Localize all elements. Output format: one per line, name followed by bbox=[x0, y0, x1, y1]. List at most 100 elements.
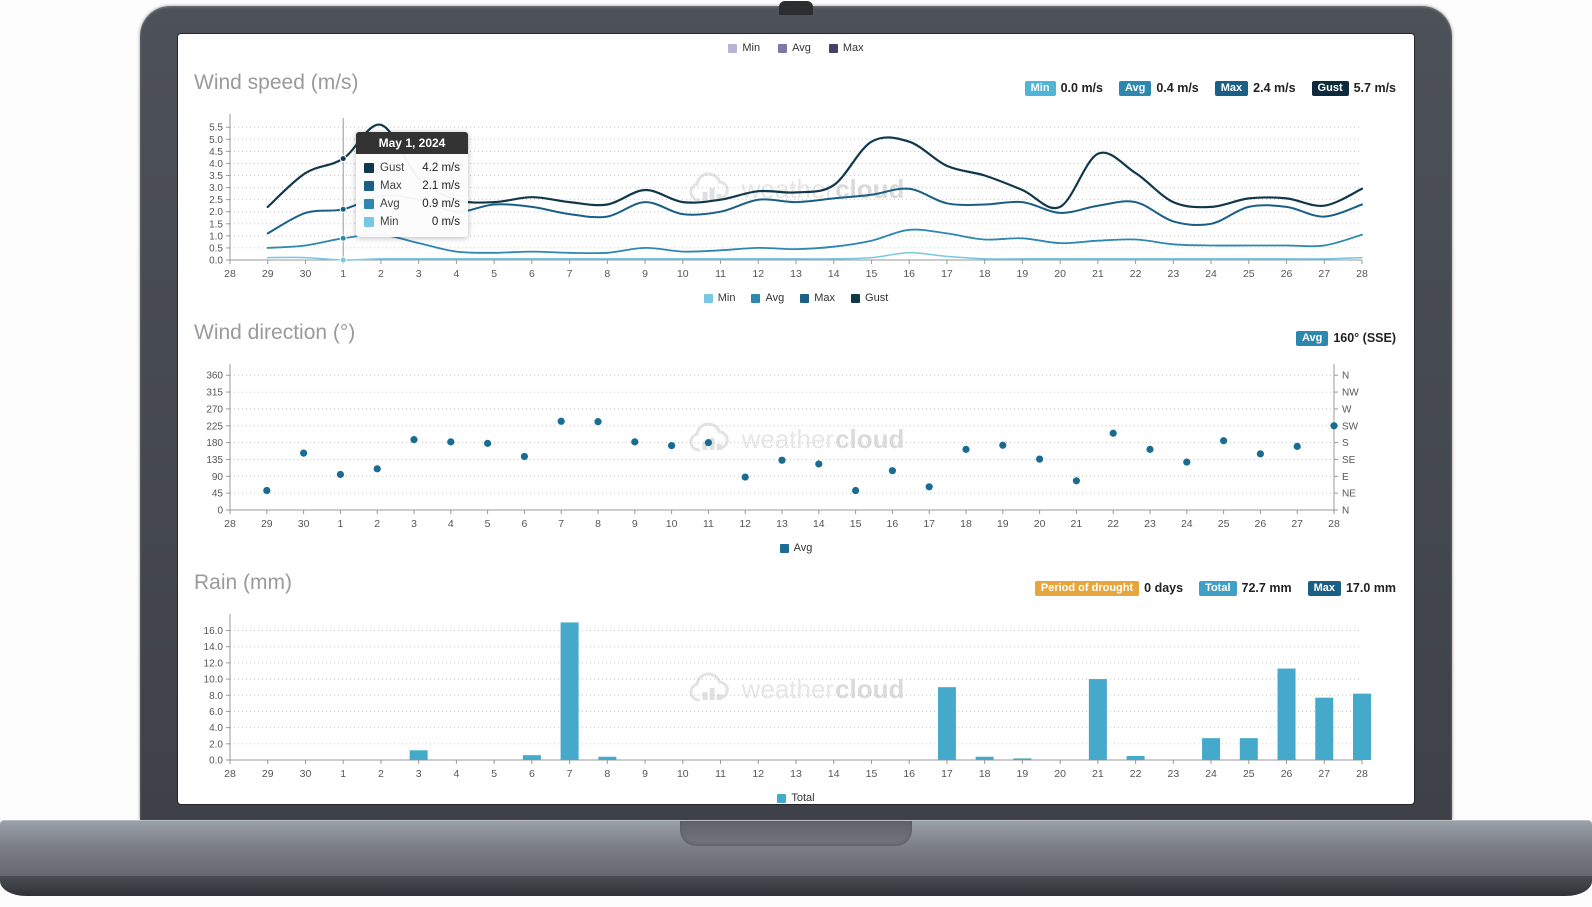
svg-text:21: 21 bbox=[1092, 768, 1104, 780]
cloud-logo-icon bbox=[689, 672, 729, 702]
rain-chart[interactable]: weather cloud 0.0 2.0 4.0 6.0 8.0 10.0 12.0 14.0 1… bbox=[194, 608, 1398, 788]
legend-label: Min bbox=[717, 292, 736, 304]
weathercloud-watermark: weather cloud bbox=[688, 421, 904, 457]
svg-text:NW: NW bbox=[1342, 388, 1359, 399]
svg-text:1: 1 bbox=[337, 518, 343, 530]
svg-text:S: S bbox=[1342, 438, 1349, 449]
stat-badge: Gust bbox=[1311, 81, 1349, 96]
svg-text:24: 24 bbox=[1205, 768, 1217, 780]
svg-text:6: 6 bbox=[529, 268, 535, 280]
stat-value: 2.4 m/s bbox=[1253, 81, 1296, 95]
svg-text:14: 14 bbox=[813, 518, 825, 530]
svg-text:4: 4 bbox=[453, 268, 459, 280]
svg-text:12.0: 12.0 bbox=[204, 658, 224, 669]
svg-text:9: 9 bbox=[642, 268, 648, 280]
legend-item-max[interactable]: Max bbox=[800, 292, 835, 304]
legend-item-avg[interactable]: Avg bbox=[778, 42, 811, 54]
svg-text:N: N bbox=[1342, 506, 1349, 517]
svg-text:8: 8 bbox=[595, 518, 601, 530]
svg-text:19: 19 bbox=[997, 518, 1009, 530]
legend-swatch-icon bbox=[777, 793, 787, 803]
svg-text:90: 90 bbox=[212, 472, 224, 483]
stat-avg: Avg 0.4 m/s bbox=[1118, 81, 1199, 96]
stat-value: 0.0 m/s bbox=[1060, 81, 1103, 95]
svg-text:21: 21 bbox=[1071, 518, 1083, 530]
svg-text:5.0: 5.0 bbox=[209, 135, 223, 146]
stat-value: 72.7 mm bbox=[1241, 581, 1292, 595]
rain-plot[interactable]: 0.02.04.06.08.010.012.014.016.028 29 30 1 2 3… bbox=[194, 608, 1398, 788]
svg-text:135: 135 bbox=[206, 455, 223, 466]
wind-speed-chart[interactable]: weather cloud May 1, 2024 Gust 4.2 m/s Max 2… bbox=[194, 108, 1398, 288]
svg-text:SW: SW bbox=[1342, 421, 1359, 432]
svg-text:1: 1 bbox=[340, 268, 346, 280]
stat-badge: Max bbox=[1214, 81, 1249, 96]
legend-swatch-icon bbox=[778, 43, 788, 53]
svg-text:30: 30 bbox=[300, 268, 312, 280]
legend-item-total[interactable]: Total bbox=[777, 792, 815, 804]
svg-text:2: 2 bbox=[374, 518, 380, 530]
svg-text:4: 4 bbox=[448, 518, 454, 530]
svg-text:2.0: 2.0 bbox=[209, 739, 223, 750]
rain-title: Rain (mm) bbox=[194, 571, 292, 594]
legend-item-avg[interactable]: Avg bbox=[751, 292, 784, 304]
laptop-base bbox=[0, 820, 1592, 879]
cloud-logo-icon bbox=[689, 422, 729, 452]
legend-label: Min bbox=[742, 42, 761, 54]
svg-text:180: 180 bbox=[206, 438, 223, 449]
svg-text:5: 5 bbox=[485, 518, 491, 530]
legend-item-gust[interactable]: Gust bbox=[851, 292, 888, 304]
stat-avg: Avg 160° (SSE) bbox=[1295, 331, 1396, 346]
stat-badge: Period of drought bbox=[1034, 581, 1140, 596]
stat-total: Total 72.7 mm bbox=[1199, 581, 1292, 596]
svg-text:5: 5 bbox=[491, 768, 497, 780]
svg-text:8: 8 bbox=[604, 768, 610, 780]
svg-text:26: 26 bbox=[1281, 268, 1293, 280]
svg-text:13: 13 bbox=[790, 768, 802, 780]
wind-direction-chart[interactable]: weather cloud 0 N 45 NE 90 E 135 SE 180 S 225 SW 270 W 3… bbox=[194, 358, 1398, 538]
svg-text:9: 9 bbox=[642, 768, 648, 780]
svg-text:11: 11 bbox=[715, 268, 726, 280]
svg-text:5.5: 5.5 bbox=[209, 123, 223, 134]
svg-text:13: 13 bbox=[776, 518, 788, 530]
svg-text:7: 7 bbox=[567, 268, 573, 280]
svg-text:1.5: 1.5 bbox=[209, 219, 223, 230]
svg-text:18: 18 bbox=[979, 768, 991, 780]
stat-badge: Max bbox=[1307, 581, 1341, 596]
svg-text:15: 15 bbox=[866, 268, 878, 280]
svg-text:24: 24 bbox=[1181, 518, 1193, 530]
svg-text:27: 27 bbox=[1291, 518, 1303, 530]
camera-notch bbox=[779, 1, 813, 15]
legend-item-max[interactable]: Max bbox=[828, 42, 864, 54]
legend-swatch-icon bbox=[779, 543, 789, 553]
legend-item-avg[interactable]: Avg bbox=[779, 542, 812, 554]
legend-swatch-icon bbox=[364, 217, 374, 227]
svg-text:21: 21 bbox=[1092, 268, 1104, 280]
svg-text:30: 30 bbox=[300, 768, 312, 780]
chart-tooltip: May 1, 2024 Gust 4.2 m/s Max 2.1 m/s Avg 0.9 … bbox=[356, 132, 469, 237]
svg-text:E: E bbox=[1342, 472, 1349, 483]
svg-text:14: 14 bbox=[828, 768, 840, 780]
svg-text:25: 25 bbox=[1243, 268, 1255, 280]
wind-direction-title: Wind direction (°) bbox=[194, 321, 356, 344]
svg-text:360: 360 bbox=[206, 371, 223, 382]
legend-swatch-icon bbox=[364, 199, 374, 209]
svg-text:11: 11 bbox=[703, 518, 714, 530]
legend-item-min[interactable]: Min bbox=[728, 42, 760, 54]
svg-text:28: 28 bbox=[1328, 518, 1340, 530]
legend-item-min[interactable]: Min bbox=[703, 292, 736, 304]
wind-direction-legend: Avg bbox=[178, 540, 1414, 556]
svg-text:45: 45 bbox=[212, 489, 224, 500]
stat-badge: Avg bbox=[1118, 81, 1152, 96]
svg-text:225: 225 bbox=[206, 421, 223, 432]
legend-label: Gust bbox=[865, 292, 889, 304]
laptop-base-bottom bbox=[0, 876, 1592, 896]
svg-text:8.0: 8.0 bbox=[209, 691, 223, 702]
stat-value: 17.0 mm bbox=[1345, 581, 1396, 595]
svg-text:17: 17 bbox=[941, 768, 953, 780]
legend-swatch-icon bbox=[851, 293, 861, 303]
tooltip-row: Gust 4.2 m/s bbox=[364, 159, 460, 177]
svg-text:16: 16 bbox=[903, 768, 915, 780]
svg-text:2: 2 bbox=[378, 768, 384, 780]
cloud-logo-icon bbox=[689, 172, 729, 202]
